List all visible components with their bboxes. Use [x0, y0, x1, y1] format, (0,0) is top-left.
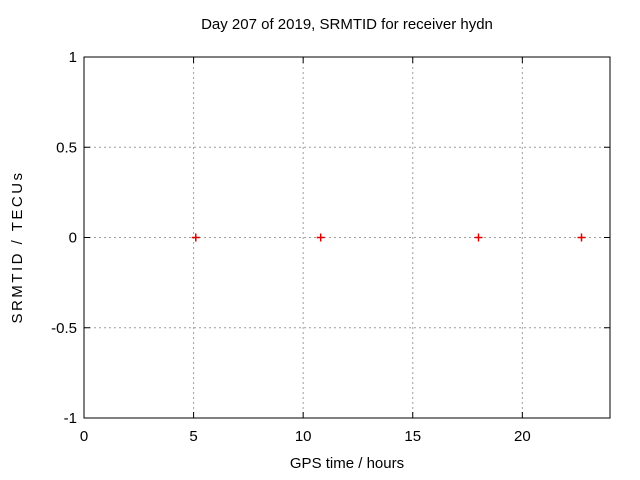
x-tick-label: 0	[80, 428, 88, 445]
x-tick-label: 20	[514, 428, 531, 445]
y-tick-label: 0.5	[56, 139, 77, 156]
x-tick-label: 5	[189, 428, 197, 445]
x-tick-label: 15	[404, 428, 421, 445]
gridlines	[84, 57, 610, 418]
plot-frame	[83, 56, 611, 419]
data-points	[191, 233, 586, 242]
y-tick-labels: 1 0.5 0 -0.5 -1	[51, 49, 77, 427]
chart-title: Day 207 of 2019, SRMTID for receiver hyd…	[201, 16, 493, 33]
x-tick-labels: 0 5 10 15 20	[80, 428, 531, 445]
x-tick-label: 10	[295, 428, 312, 445]
x-axis-label: GPS time / hours	[290, 455, 404, 472]
y-axis-label: SRMTID / TECUs	[9, 170, 26, 323]
y-tick-label: 0	[69, 230, 77, 247]
y-tick-label: 1	[69, 49, 77, 66]
axis-ticks	[83, 56, 610, 419]
y-tick-label: -1	[64, 410, 77, 427]
y-tick-label: -0.5	[51, 320, 77, 337]
